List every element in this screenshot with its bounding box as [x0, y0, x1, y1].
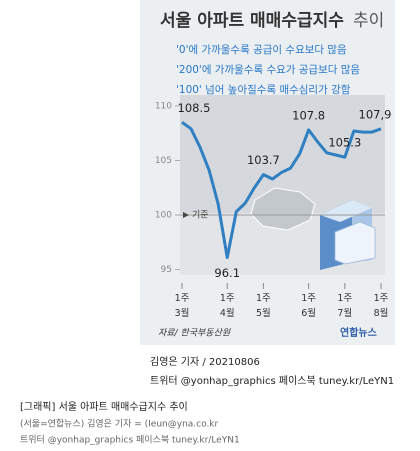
x-tick-label: 1주 6월 [301, 293, 316, 319]
x-tick-label: 1주 3월 [175, 293, 190, 319]
baseline-arrow [183, 212, 189, 218]
data-label: 103.7 [247, 153, 280, 167]
data-line [181, 121, 382, 260]
source: 자료/ 한국부동산원 [158, 328, 231, 339]
data-label: 96.1 [214, 266, 240, 280]
y-tick-label: 95 [161, 265, 172, 275]
baseline-label: 기준 [192, 210, 209, 221]
caption-social: 트위터 @yonhap_graphics 페이스북 tuney.kr/LeYN1 [20, 435, 240, 446]
social: 트위터 @yonhap_graphics 페이스북 tuney.kr/LeYN1 [150, 374, 394, 387]
x-tick-label: 1주 5월 [256, 293, 271, 319]
data-label: 108.5 [178, 101, 211, 115]
x-tick-label: 1주 7월 [337, 293, 352, 319]
note: '100' 넘어 높아질수록 매수심리가 강함 [176, 84, 351, 96]
x-tick-label: 1주 8월 [374, 293, 389, 319]
seoul-map [250, 187, 316, 231]
data-label: 107.8 [292, 108, 325, 122]
data-label: 107,9 [359, 107, 392, 121]
x-tick-label: 1주 4월 [220, 293, 235, 319]
chart-title: 서울 아파트 매매수급지수 [160, 11, 344, 31]
chart-title-suffix: 추이 [353, 11, 384, 31]
caption-title: [그래픽] 서울 아파트 매매수급지수 추이 [20, 401, 188, 413]
y-tick-label: 100 [155, 211, 172, 221]
y-tick-label: 110 [155, 101, 172, 111]
caption-reporter: (서울=연합뉴스) 김영은 기자 = (Ieun@yna.co.kr [20, 418, 219, 430]
byline: 김영은 기자 / 20210806 [150, 356, 260, 368]
data-label: 105.3 [328, 136, 361, 150]
note: '0'에 가까울수록 공급이 수요보다 많음 [176, 44, 347, 56]
logo: 연합뉴스 [340, 326, 377, 339]
note: '200'에 가까울수록 수요가 공급보다 많음 [176, 64, 360, 76]
y-tick-label: 105 [155, 156, 172, 166]
